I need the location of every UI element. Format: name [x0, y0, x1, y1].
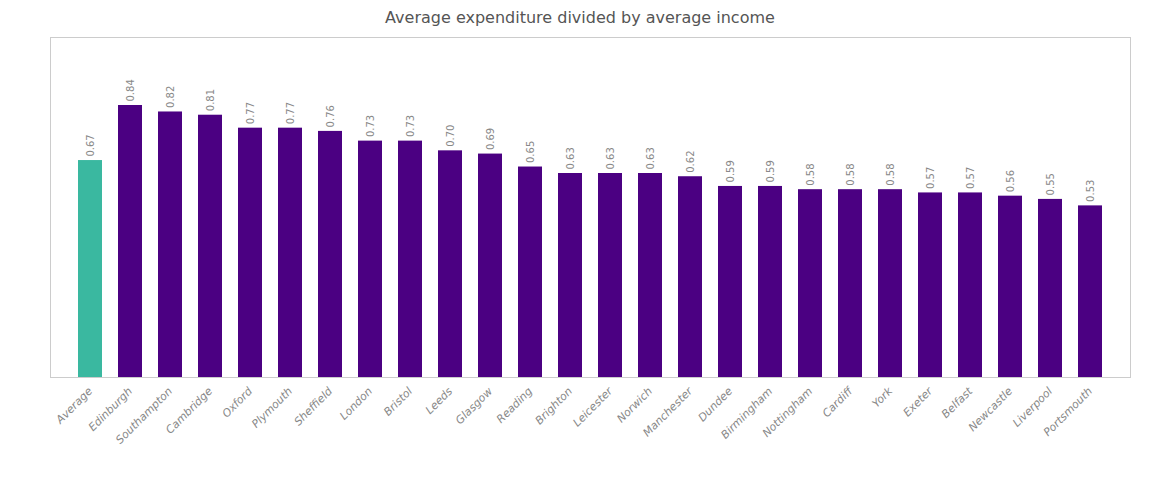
svg-text:Sheffield: Sheffield [292, 384, 336, 428]
svg-text:Liverpool: Liverpool [1010, 384, 1056, 430]
svg-text:0.57: 0.57 [925, 167, 936, 189]
svg-text:Cardiff: Cardiff [820, 384, 856, 420]
svg-text:Dundee: Dundee [696, 385, 736, 425]
svg-text:Brighton: Brighton [533, 385, 576, 428]
svg-text:Bristol: Bristol [381, 385, 415, 419]
svg-text:0.57: 0.57 [965, 167, 976, 189]
svg-text:London: London [337, 385, 375, 423]
svg-text:0.62: 0.62 [685, 150, 696, 172]
svg-text:0.55: 0.55 [1045, 173, 1056, 195]
svg-text:Southampton: Southampton [113, 385, 175, 447]
svg-text:0.65: 0.65 [525, 141, 536, 163]
svg-text:Manchester: Manchester [640, 384, 696, 440]
svg-text:Nottingham: Nottingham [760, 385, 815, 440]
svg-text:0.53: 0.53 [1085, 180, 1096, 202]
svg-text:0.63: 0.63 [645, 147, 656, 169]
svg-text:Birmingham: Birmingham [718, 384, 776, 442]
svg-text:0.77: 0.77 [245, 102, 256, 124]
svg-text:0.63: 0.63 [565, 147, 576, 169]
svg-text:Newcastle: Newcastle [966, 385, 1015, 434]
svg-text:0.59: 0.59 [725, 160, 736, 182]
svg-text:Portsmouth: Portsmouth [1041, 385, 1095, 439]
svg-text:Plymouth: Plymouth [249, 385, 295, 431]
svg-text:0.58: 0.58 [805, 163, 816, 185]
svg-text:Leeds: Leeds [423, 385, 455, 417]
svg-text:Reading: Reading [494, 385, 535, 426]
svg-text:Exeter: Exeter [901, 384, 937, 420]
svg-text:Norwich: Norwich [614, 385, 655, 426]
svg-text:0.69: 0.69 [485, 128, 496, 150]
svg-text:Oxford: Oxford [220, 384, 256, 420]
svg-text:0.59: 0.59 [765, 160, 776, 182]
svg-text:0.58: 0.58 [845, 163, 856, 185]
svg-text:0.81: 0.81 [205, 89, 216, 111]
svg-text:0.73: 0.73 [365, 115, 376, 137]
svg-text:0.77: 0.77 [285, 102, 296, 124]
svg-text:0.70: 0.70 [445, 125, 456, 147]
svg-text:Average: Average [53, 384, 96, 427]
svg-text:0.73: 0.73 [405, 115, 416, 137]
svg-text:0.67: 0.67 [85, 134, 96, 156]
svg-text:Edinburgh: Edinburgh [86, 384, 136, 434]
svg-text:0.63: 0.63 [605, 147, 616, 169]
svg-text:Leicester: Leicester [570, 384, 616, 430]
svg-text:Cambridge: Cambridge [163, 385, 215, 437]
html-text:Average expenditure divided by: Average expenditure divided by average i… [385, 8, 775, 27]
svg-text:0.56: 0.56 [1005, 170, 1016, 192]
svg-text:0.84: 0.84 [125, 79, 136, 101]
svg-text:0.76: 0.76 [325, 105, 336, 127]
svg-text:Belfast: Belfast [939, 384, 976, 421]
svg-text:0.82: 0.82 [165, 86, 176, 108]
svg-text:Glasgow: Glasgow [453, 385, 495, 427]
svg-text:York: York [870, 384, 896, 410]
svg-text:0.58: 0.58 [885, 163, 896, 185]
